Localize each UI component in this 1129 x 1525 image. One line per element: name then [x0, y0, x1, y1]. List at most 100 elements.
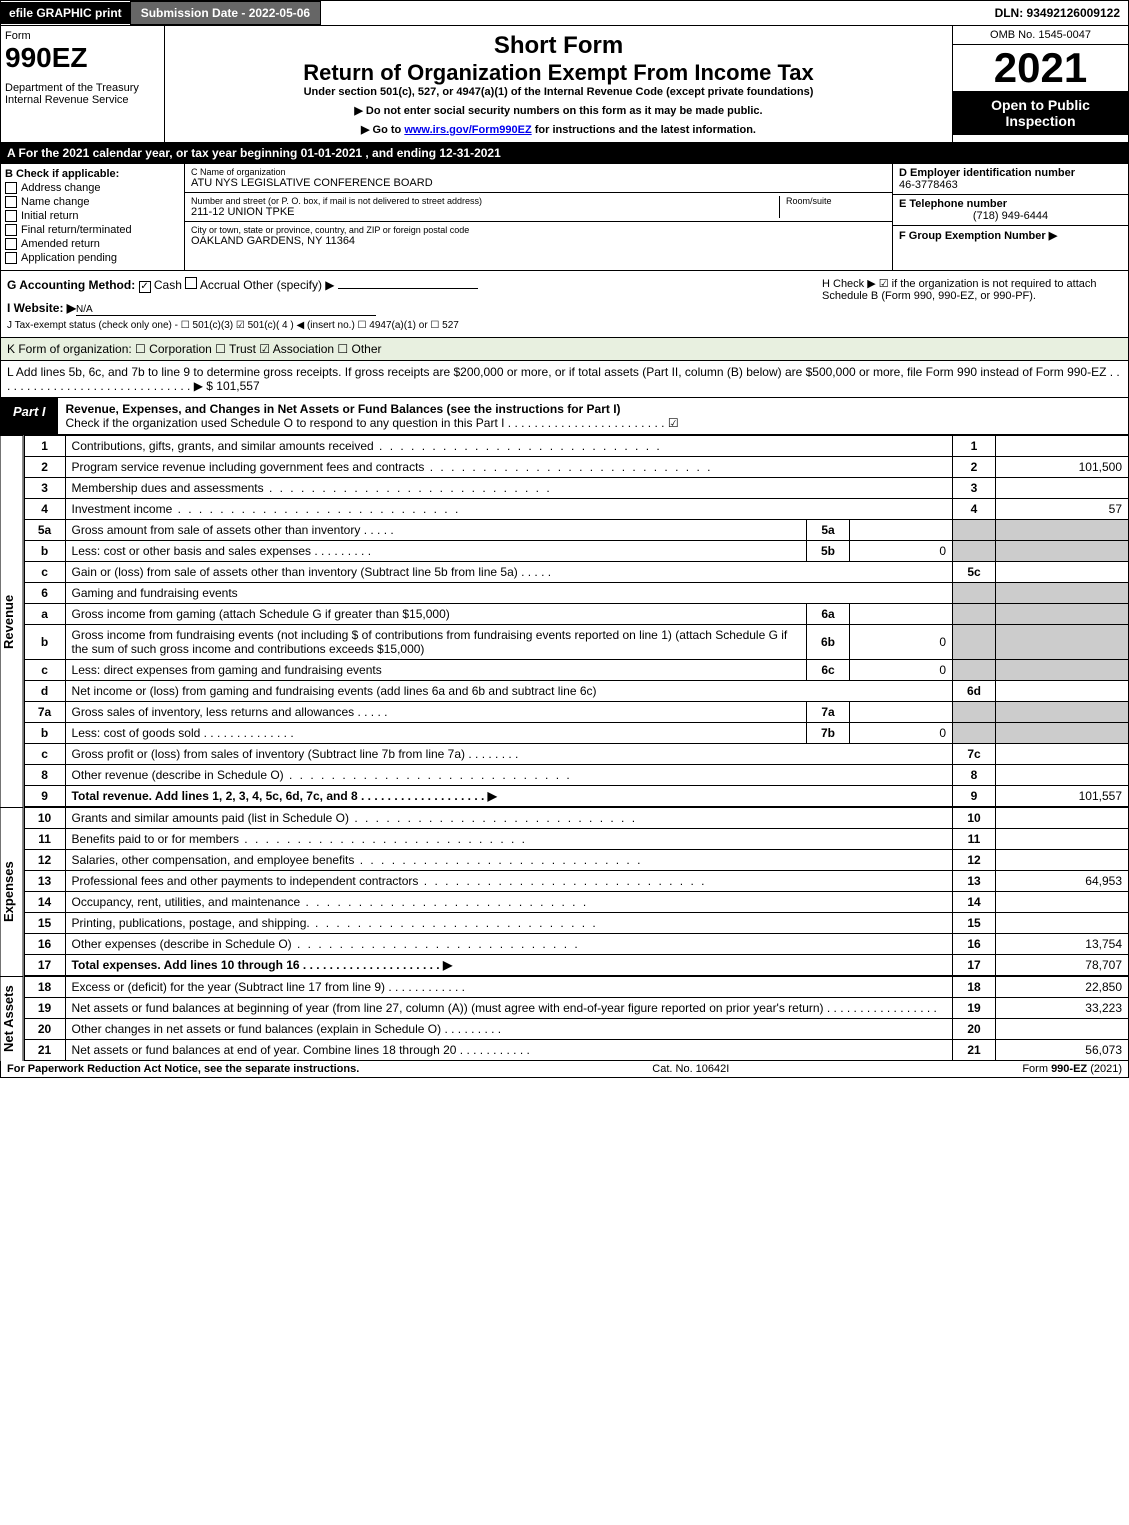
line-desc: Grants and similar amounts paid (list in…: [72, 811, 349, 825]
phone-value: (718) 949-6444: [899, 210, 1122, 222]
checkbox-icon: [5, 182, 17, 194]
checkbox-initial-return[interactable]: Initial return: [5, 210, 180, 222]
line-rlabel: 8: [953, 765, 996, 786]
revenue-section: Revenue 1Contributions, gifts, grants, a…: [0, 435, 1129, 807]
checkbox-cash[interactable]: [139, 281, 151, 293]
line-num: b: [24, 541, 65, 562]
line-num: 20: [24, 1019, 65, 1040]
irs-label: Internal Revenue Service: [5, 94, 160, 106]
line-rlabel: 21: [953, 1040, 996, 1061]
line-rlabel: 7c: [953, 744, 996, 765]
line-rlabel: 10: [953, 808, 996, 829]
mid-val: [850, 520, 953, 541]
line-desc: Investment income: [72, 502, 173, 516]
line-rval: [996, 913, 1129, 934]
header-right: OMB No. 1545-0047 2021 Open to Public In…: [952, 26, 1128, 142]
shaded-cell: [996, 723, 1129, 744]
line-6d: dNet income or (loss) from gaming and fu…: [24, 681, 1128, 702]
section-d: D Employer identification number 46-3778…: [893, 164, 1128, 195]
line-9: 9Total revenue. Add lines 1, 2, 3, 4, 5c…: [24, 786, 1128, 807]
mid-label: 6b: [807, 625, 850, 660]
line-num: 11: [24, 829, 65, 850]
section-g: G Accounting Method: Cash Accrual Other …: [1, 271, 816, 337]
street-cell: Number and street (or P. O. box, if mail…: [185, 193, 892, 222]
shaded-cell: [996, 583, 1129, 604]
line-2: 2 Program service revenue including gover…: [24, 457, 1128, 478]
part-i-tab: Part I: [1, 398, 58, 434]
part-i-subtitle: Check if the organization used Schedule …: [66, 416, 679, 430]
line-desc: Other expenses (describe in Schedule O): [72, 937, 292, 951]
checkbox-icon: [5, 252, 17, 264]
section-c: C Name of organization ATU NYS LEGISLATI…: [185, 164, 892, 270]
line-13: 13Professional fees and other payments t…: [24, 871, 1128, 892]
line-num: 18: [24, 977, 65, 998]
expenses-side-label: Expenses: [0, 807, 24, 976]
line-17: 17Total expenses. Add lines 10 through 1…: [24, 955, 1128, 976]
shaded-cell: [996, 604, 1129, 625]
line-11: 11Benefits paid to or for members11: [24, 829, 1128, 850]
tax-year: 2021: [953, 45, 1128, 91]
line-rval: [996, 562, 1129, 583]
org-name-label: C Name of organization: [191, 167, 886, 177]
line-6a: aGross income from gaming (attach Schedu…: [24, 604, 1128, 625]
checkbox-application-pending[interactable]: Application pending: [5, 252, 180, 264]
line-10: 10 Grants and similar amounts paid (list …: [24, 808, 1128, 829]
checkbox-amended-return[interactable]: Amended return: [5, 238, 180, 250]
city-label: City or town, state or province, country…: [191, 225, 886, 235]
line-desc: Contributions, gifts, grants, and simila…: [72, 439, 374, 453]
line-desc: Gross amount from sale of assets other t…: [72, 523, 361, 537]
mid-val: 0: [850, 625, 953, 660]
checkbox-icon: [5, 238, 17, 250]
checkbox-label: Amended return: [21, 238, 100, 250]
checkbox-final-return[interactable]: Final return/terminated: [5, 224, 180, 236]
other-specify-blank: [338, 288, 478, 289]
part-i-title-box: Revenue, Expenses, and Changes in Net As…: [58, 398, 1128, 434]
line-rlabel: 1: [953, 436, 996, 457]
efile-print-label[interactable]: efile GRAPHIC print: [1, 2, 130, 24]
shaded-cell: [953, 583, 996, 604]
line-desc: Gross income from gaming (attach Schedul…: [65, 604, 806, 625]
line-rval: 22,850: [996, 977, 1129, 998]
section-h: H Check ▶ ☑ if the organization is not r…: [816, 271, 1128, 337]
line-5a: 5aGross amount from sale of assets other…: [24, 520, 1128, 541]
revenue-table: 1 Contributions, gifts, grants, and simil…: [24, 435, 1129, 807]
line-desc: Gross sales of inventory, less returns a…: [72, 705, 355, 719]
line-num: 8: [24, 765, 65, 786]
city-value: OAKLAND GARDENS, NY 11364: [191, 235, 886, 247]
line-num: 17: [24, 955, 65, 976]
footer-center: Cat. No. 10642I: [652, 1063, 729, 1075]
line-desc: Program service revenue including govern…: [72, 460, 425, 474]
website-label: I Website: ▶: [7, 301, 76, 315]
line-rval: [996, 478, 1129, 499]
irs-link[interactable]: www.irs.gov/Form990EZ: [404, 124, 531, 136]
line-desc: Net assets or fund balances at end of ye…: [72, 1043, 457, 1057]
netassets-table: 18Excess or (deficit) for the year (Subt…: [24, 976, 1129, 1061]
shaded-cell: [953, 723, 996, 744]
line-7a: 7aGross sales of inventory, less returns…: [24, 702, 1128, 723]
section-b-title: B Check if applicable:: [5, 168, 180, 180]
line-rval: [996, 892, 1129, 913]
line-rlabel: 19: [953, 998, 996, 1019]
line-4: 4Investment income457: [24, 499, 1128, 520]
shaded-cell: [953, 541, 996, 562]
line-rval: [996, 765, 1129, 786]
checkbox-address-change[interactable]: Address change: [5, 182, 180, 194]
mid-val: [850, 702, 953, 723]
checkbox-accrual[interactable]: [185, 277, 197, 289]
line-num: b: [24, 723, 65, 744]
line-desc: Salaries, other compensation, and employ…: [72, 853, 355, 867]
line-num: 2: [24, 457, 65, 478]
line-desc: Printing, publications, postage, and shi…: [72, 916, 310, 930]
line-num: 10: [24, 808, 65, 829]
line-num: 6: [24, 583, 65, 604]
row-gh: G Accounting Method: Cash Accrual Other …: [0, 271, 1129, 338]
shaded-cell: [953, 604, 996, 625]
section-a-bar: A For the 2021 calendar year, or tax yea…: [0, 143, 1129, 164]
omb-number: OMB No. 1545-0047: [953, 26, 1128, 45]
line-rval: 64,953: [996, 871, 1129, 892]
section-k: K Form of organization: ☐ Corporation ☐ …: [0, 338, 1129, 361]
shaded-cell: [996, 702, 1129, 723]
line-8: 8Other revenue (describe in Schedule O)8: [24, 765, 1128, 786]
checkbox-name-change[interactable]: Name change: [5, 196, 180, 208]
line-desc: Less: cost or other basis and sales expe…: [72, 544, 311, 558]
